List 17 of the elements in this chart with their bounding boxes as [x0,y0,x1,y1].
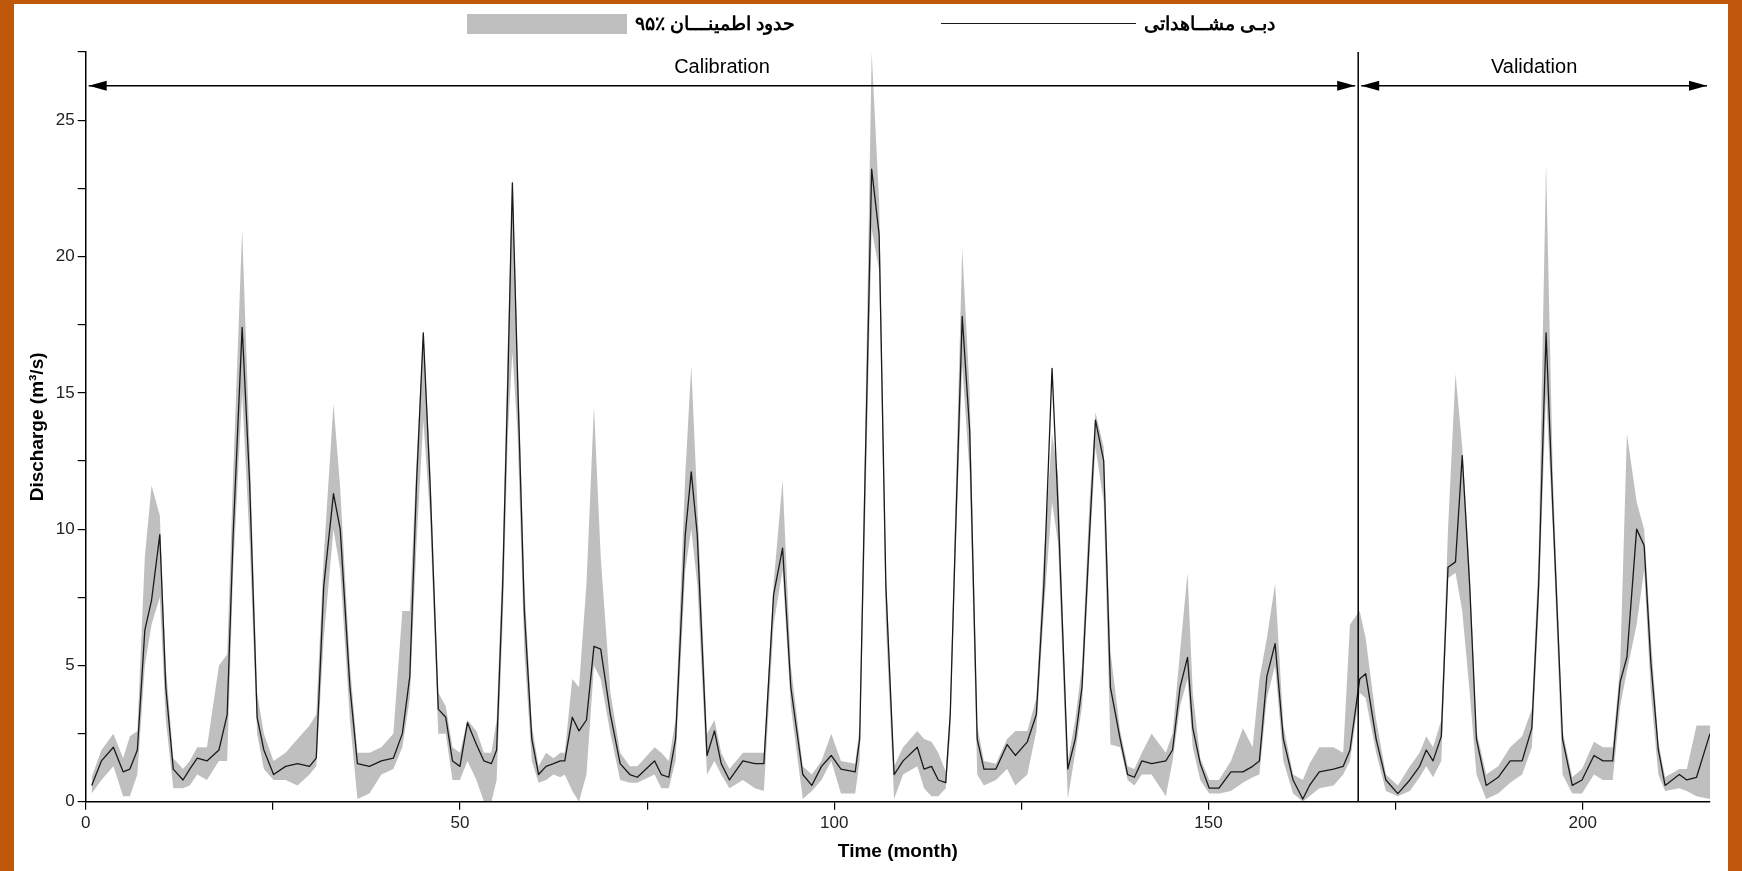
y-tick-label: 10 [55,518,75,538]
x-tick-label: 50 [450,812,470,832]
x-tick-label: 150 [1194,812,1223,832]
annotation: Calibration [674,55,770,78]
x-tick-label: 200 [1568,812,1597,832]
y-axis-title: Discharge (m³/s) [25,352,47,502]
y-tick-label: 20 [55,246,75,266]
x-tick-label: 100 [820,812,849,832]
x-axis-title: Time (month) [837,839,958,861]
text: حدود اطمینـــان ٪۹۵ [634,12,796,35]
annotation: Validation [1490,55,1578,78]
text: دبـی مشــاهداتی [1144,12,1276,35]
y-tick-label: 15 [55,382,75,402]
y-tick-label: 5 [65,655,75,675]
y-tick-label: 0 [65,791,75,811]
y-tick-label: 25 [55,109,75,129]
x-tick-label: 0 [80,812,91,832]
